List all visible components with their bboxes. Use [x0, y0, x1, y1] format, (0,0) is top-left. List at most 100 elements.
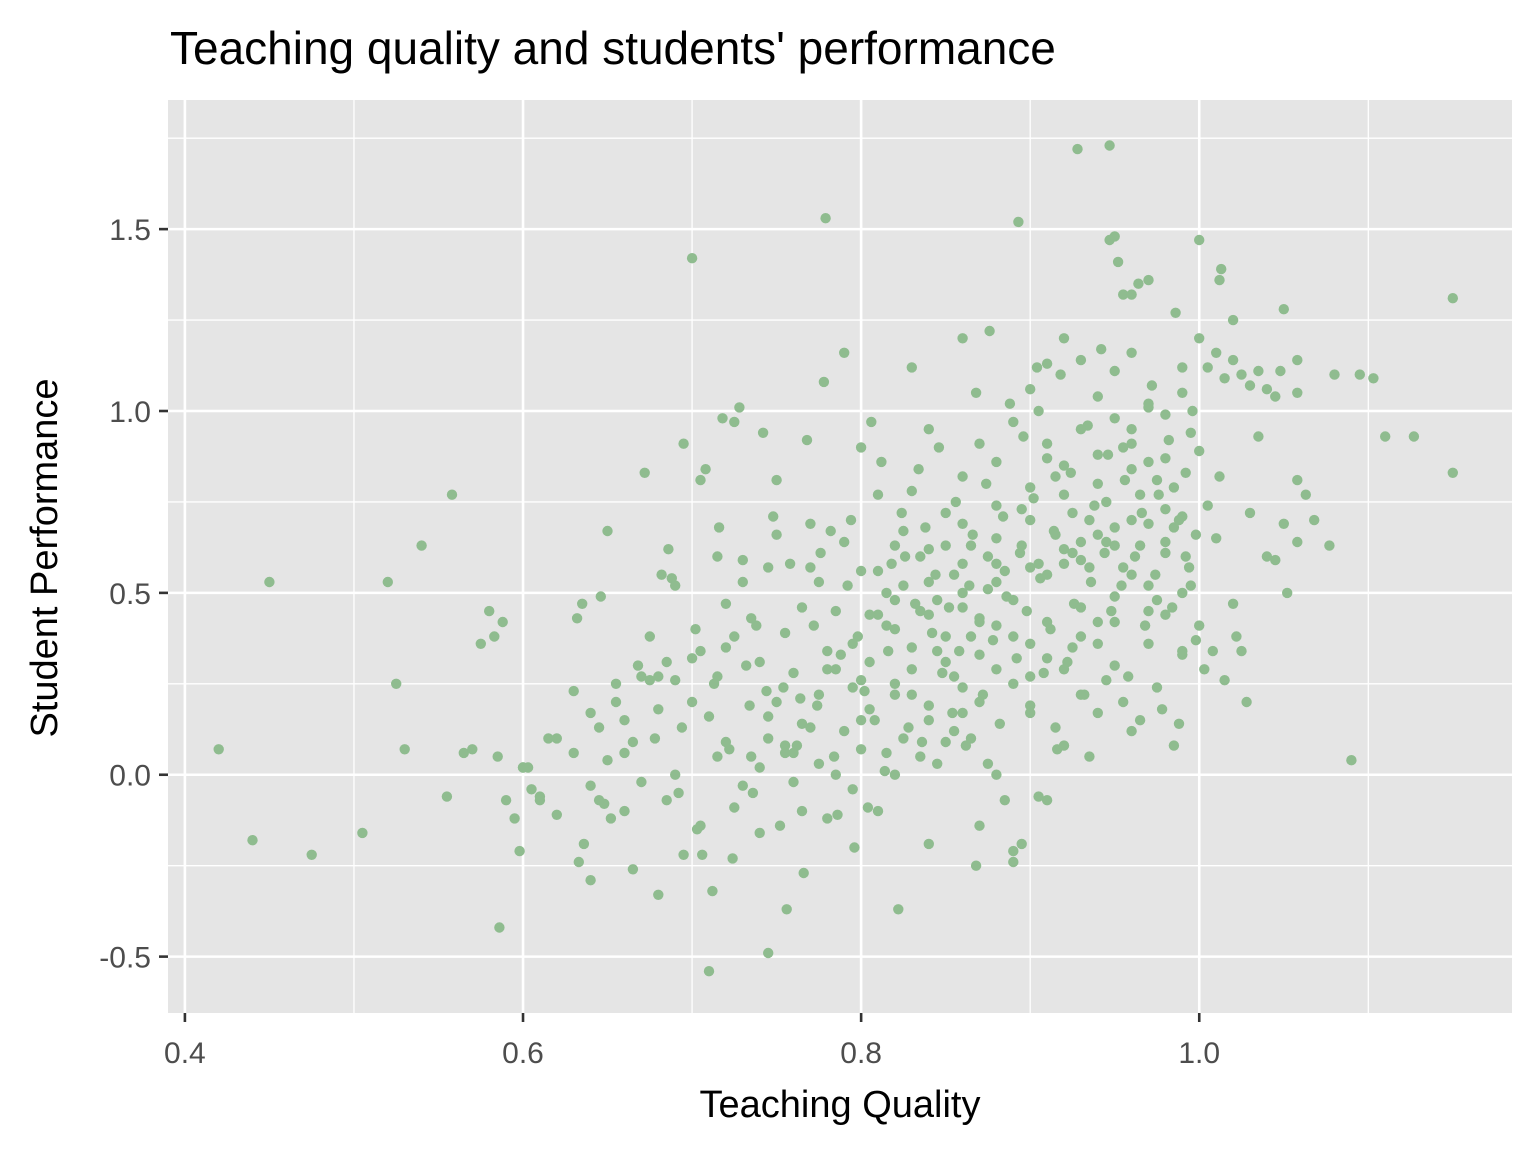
data-point — [1126, 289, 1137, 300]
data-point — [1008, 856, 1019, 868]
data-point — [1126, 725, 1137, 737]
data-point — [610, 678, 622, 689]
data-point — [1084, 562, 1095, 573]
data-point — [923, 700, 934, 711]
data-point — [653, 671, 664, 682]
data-point — [974, 820, 985, 831]
data-point — [1119, 474, 1131, 486]
data-point — [1190, 529, 1202, 540]
data-point — [771, 474, 782, 486]
data-point — [881, 620, 892, 631]
data-point — [999, 565, 1010, 577]
data-point — [703, 711, 715, 722]
data-point — [893, 904, 904, 915]
data-point — [446, 489, 458, 500]
data-point — [1041, 616, 1053, 628]
data-point — [1143, 274, 1154, 286]
data-point — [771, 529, 782, 540]
data-point — [744, 700, 755, 711]
data-point — [957, 682, 968, 693]
data-point — [847, 682, 858, 693]
data-point — [619, 805, 630, 817]
data-point — [1292, 474, 1303, 486]
data-point — [656, 569, 667, 580]
data-point — [1216, 263, 1227, 275]
data-point — [1041, 358, 1053, 369]
data-point — [534, 791, 546, 802]
data-point — [494, 922, 505, 933]
data-point — [678, 849, 689, 860]
data-point — [991, 558, 1002, 569]
data-point — [1101, 496, 1112, 508]
data-point — [910, 598, 921, 609]
data-point — [940, 656, 951, 668]
data-point — [822, 645, 833, 657]
data-point — [948, 725, 960, 737]
data-point — [1211, 347, 1222, 358]
data-point — [940, 631, 951, 642]
data-point — [1143, 638, 1154, 649]
data-point — [1016, 504, 1027, 515]
data-point — [416, 540, 427, 551]
data-point — [779, 627, 791, 639]
data-point — [1447, 467, 1459, 478]
data-point — [700, 464, 711, 475]
data-point — [690, 624, 701, 635]
data-point — [1092, 707, 1104, 719]
data-point — [923, 424, 934, 435]
data-point — [957, 471, 968, 482]
data-point — [737, 576, 748, 588]
data-point — [1143, 456, 1154, 468]
data-point — [915, 751, 926, 762]
data-point — [517, 762, 529, 773]
data-point — [497, 616, 508, 628]
data-point — [1099, 547, 1110, 559]
data-point — [940, 507, 951, 519]
data-point — [754, 762, 765, 773]
data-point — [737, 554, 748, 566]
data-point — [1214, 471, 1225, 482]
data-point — [1183, 562, 1195, 573]
data-point — [1050, 471, 1061, 482]
data-point — [686, 653, 698, 664]
data-point — [1075, 424, 1087, 435]
data-point — [1102, 449, 1114, 460]
data-point — [1025, 707, 1036, 719]
x-tick-label: 0.8 — [840, 1037, 882, 1070]
data-point — [839, 347, 850, 358]
data-point — [1134, 489, 1146, 500]
data-point — [1084, 514, 1095, 526]
data-point — [734, 402, 745, 413]
data-point — [712, 671, 723, 682]
data-point — [399, 744, 410, 755]
data-point — [1109, 591, 1120, 602]
data-point — [1013, 216, 1024, 228]
data-point — [663, 544, 674, 555]
data-point — [813, 689, 825, 700]
data-point — [1008, 845, 1019, 857]
data-point — [932, 594, 943, 606]
data-point — [673, 787, 684, 799]
data-point — [1151, 594, 1163, 606]
data-point — [832, 809, 843, 820]
x-tick-label: 0.6 — [502, 1037, 544, 1070]
data-point — [1126, 464, 1137, 475]
data-point — [1180, 467, 1191, 478]
data-point — [1025, 384, 1036, 395]
data-point — [872, 609, 884, 620]
data-point — [915, 551, 926, 562]
data-point — [1118, 696, 1129, 708]
data-point — [805, 562, 816, 573]
data-point — [855, 442, 867, 453]
data-point — [568, 685, 579, 697]
data-point — [636, 671, 647, 682]
data-point — [1050, 529, 1061, 540]
data-point — [889, 624, 901, 635]
data-point — [661, 656, 672, 668]
data-point — [1136, 507, 1148, 519]
data-point — [636, 776, 647, 788]
data-point — [551, 809, 562, 820]
data-point — [213, 744, 224, 755]
data-point — [1096, 344, 1107, 355]
data-point — [1041, 453, 1053, 464]
